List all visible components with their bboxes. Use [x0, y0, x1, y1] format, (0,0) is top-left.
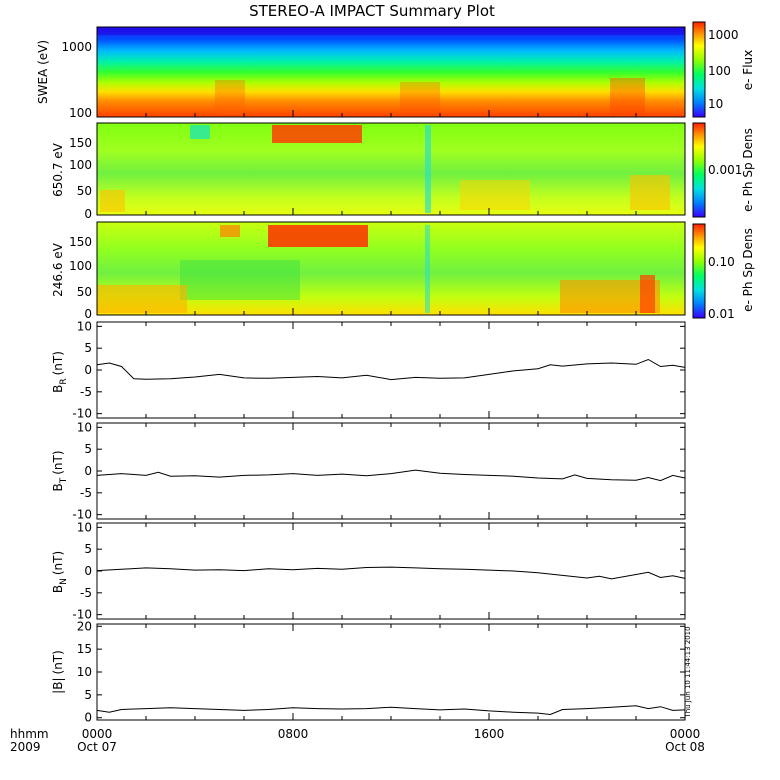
br-y-label-unit: (nT) — [51, 351, 65, 375]
swea-texture — [97, 27, 685, 115]
colorbar-flux-label: e- Flux — [741, 50, 755, 90]
colorbar-flux: 1000 100 10 e- Flux — [692, 21, 755, 118]
bt-panel: BT (nT) — [51, 422, 686, 520]
br-y-label-main: B — [51, 385, 65, 393]
bn-series-line — [96, 566, 686, 580]
colorbar-pad-650-tick: 0.001 — [708, 163, 742, 177]
colorbar-pad-246: 0.10 0.01 e- Ph Sp Dens — [692, 223, 755, 321]
pad-246-y-tick: 150 — [69, 235, 92, 249]
bmag-y-tick-label: 20 — [77, 619, 92, 633]
swea-y-label: SWEA (eV) — [36, 40, 50, 104]
bt-y-tick-label: 0 — [84, 464, 92, 478]
plot-title: STEREO-A IMPACT Summary Plot — [249, 2, 495, 20]
bn-y-tick-label: -5 — [80, 586, 92, 600]
bt-y-label-unit: (nT) — [51, 450, 65, 474]
br-y-tick-label: -10 — [72, 407, 92, 421]
colorbar-flux-tick: 100 — [708, 64, 731, 78]
pad-246-y-tick: 100 — [69, 259, 92, 273]
pad-650-y-tick: 150 — [69, 136, 92, 150]
pad-650-spectrogram — [97, 123, 685, 215]
bmag-y-label: |B| (nT) — [51, 650, 65, 694]
pad-650-texture — [100, 125, 670, 213]
bn-y-tick-label: 5 — [84, 542, 92, 556]
colorbar-pad-246-tick: 0.01 — [708, 307, 735, 321]
pad-246-panel: 246.6 eV 150 100 50 0 — [51, 221, 686, 321]
bmag-y-tick-label: 10 — [77, 665, 92, 679]
colorbar-pad-246-label: e- Ph Sp Dens — [741, 228, 755, 312]
colorbar-pad-650-label: e- Ph Sp Dens — [741, 128, 755, 212]
pad-650-y-label: 650.7 eV — [51, 142, 65, 197]
bmag-y-label-unit: (nT) — [51, 650, 65, 674]
swea-spectrogram — [97, 27, 685, 117]
x-tick-label: 1600 — [474, 727, 505, 741]
colorbar-flux-tick: 1000 — [708, 28, 739, 42]
timestamp-stamp: Thu Jun 10 11:44:13 2010 — [684, 626, 692, 718]
br-panel: BR (nT) — [51, 321, 686, 419]
bn-y-tick-label: -10 — [72, 608, 92, 622]
colorbar-flux-tick: 10 — [708, 97, 723, 111]
year-label: 2009 — [10, 740, 41, 754]
bn-y-label: BN (nT) — [51, 551, 69, 593]
br-y-label: BR (nT) — [51, 351, 69, 393]
pad-246-y-label: 246.6 eV — [51, 242, 65, 297]
br-y-label-sub: R — [59, 378, 69, 384]
bn-y-label-unit: (nT) — [51, 551, 65, 575]
br-y-tick-label: 10 — [77, 319, 92, 333]
br-y-tick-label: 5 — [84, 341, 92, 355]
end-date-label: Oct 08 — [665, 740, 705, 754]
bt-y-label-sub: T — [59, 477, 69, 484]
x-tick-label: 0000 — [670, 727, 701, 741]
bmag-series-line — [96, 705, 686, 716]
swea-panel: SWEA (eV) 1000 100 — [36, 26, 686, 120]
bmag-panel: |B| (nT) Thu Jun 10 11:44:13 2010 — [51, 623, 692, 721]
pad-246-y-tick: 0 — [84, 307, 92, 321]
bmag-y-label-main: |B| — [51, 677, 65, 693]
pad-650-y-tick: 50 — [77, 184, 92, 198]
bt-y-label-main: B — [51, 483, 65, 491]
bt-y-tick-label: 5 — [84, 442, 92, 456]
pad-650-panel: 650.7 eV 150 100 50 0 — [51, 122, 686, 221]
bn-y-label-main: B — [51, 585, 65, 593]
colorbar-pad-246-tick: 0.10 — [708, 255, 735, 269]
br-series-line — [96, 358, 686, 381]
pad-246-y-tick: 50 — [77, 285, 92, 299]
x-tick-label: 0000 — [82, 727, 113, 741]
start-date-label: Oct 07 — [77, 740, 117, 754]
pad-650-y-tick: 100 — [69, 158, 92, 172]
br-y-tick-label: 0 — [84, 363, 92, 377]
bt-y-tick-label: 10 — [77, 420, 92, 434]
bn-y-tick-label: 10 — [77, 520, 92, 534]
bt-y-label: BT (nT) — [51, 450, 69, 491]
x-tick-label: 0800 — [278, 727, 309, 741]
swea-y-tick: 100 — [69, 106, 92, 120]
bmag-y-tick-label: 15 — [77, 642, 92, 656]
pad-650-y-tick: 0 — [84, 207, 92, 221]
time-unit-label: hhmm — [10, 727, 49, 741]
bt-y-tick-label: -5 — [80, 486, 92, 500]
colorbar-pad-650: 0.001 e- Ph Sp Dens — [692, 122, 755, 218]
bmag-y-tick-label: 5 — [84, 688, 92, 702]
br-y-tick-label: -5 — [80, 385, 92, 399]
bn-y-label-sub: N — [59, 578, 69, 585]
bt-series-line — [96, 469, 686, 482]
bmag-y-tick-label: 0 — [84, 711, 92, 725]
bn-panel: BN (nT) — [51, 522, 686, 620]
swea-y-tick: 1000 — [61, 40, 92, 54]
bn-y-tick-label: 0 — [84, 564, 92, 578]
x-axis-footer: hhmm 2009 0000 0800 1600 0000 Oct 07 Oct… — [10, 727, 705, 754]
pad-246-texture — [97, 225, 660, 313]
bt-y-tick-label: -10 — [72, 508, 92, 522]
